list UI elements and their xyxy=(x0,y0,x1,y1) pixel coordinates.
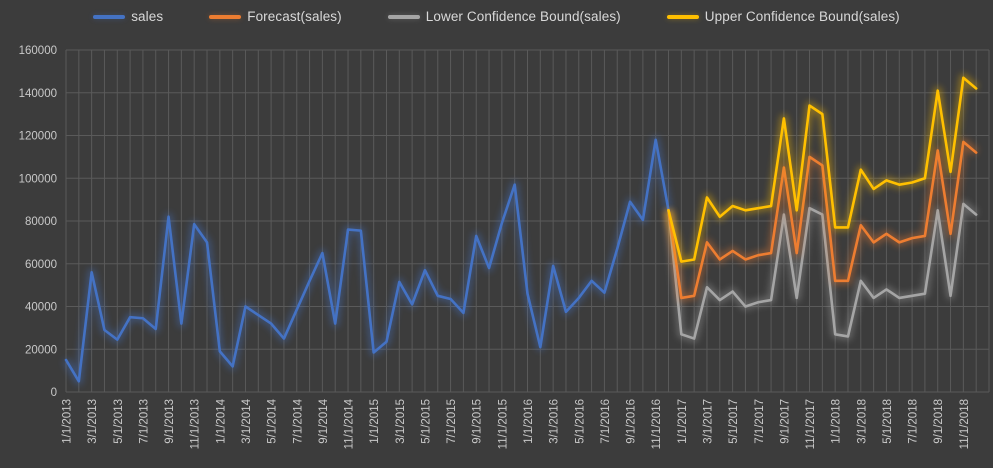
svg-text:1/1/2013: 1/1/2013 xyxy=(62,399,74,444)
svg-text:11/1/2014: 11/1/2014 xyxy=(344,398,356,449)
svg-text:7/1/2015: 7/1/2015 xyxy=(446,399,458,444)
svg-text:140000: 140000 xyxy=(19,88,57,100)
svg-text:11/1/2017: 11/1/2017 xyxy=(805,399,817,449)
legend-label-upper-confidence-bound: Upper Confidence Bound(sales) xyxy=(704,9,900,24)
svg-text:5/1/2017: 5/1/2017 xyxy=(728,399,740,444)
svg-text:9/1/2014: 9/1/2014 xyxy=(318,398,330,443)
legend-line-swatch-sales xyxy=(93,14,126,19)
svg-text:1/1/2015: 1/1/2015 xyxy=(369,399,381,444)
svg-text:5/1/2015: 5/1/2015 xyxy=(420,399,432,444)
svg-text:9/1/2015: 9/1/2015 xyxy=(472,399,484,444)
svg-text:20000: 20000 xyxy=(25,344,57,356)
svg-text:0: 0 xyxy=(51,387,57,399)
svg-text:100000: 100000 xyxy=(19,173,57,185)
legend-line-swatch-lower-confidence-bound xyxy=(387,14,420,19)
svg-text:9/1/2013: 9/1/2013 xyxy=(164,399,176,444)
svg-text:9/1/2018: 9/1/2018 xyxy=(933,399,945,444)
chart-legend: sales Forecast(sales) Lower Confidence B… xyxy=(0,9,993,24)
svg-text:9/1/2016: 9/1/2016 xyxy=(626,399,638,444)
svg-text:5/1/2013: 5/1/2013 xyxy=(113,399,125,444)
legend-item-forecast[interactable]: Forecast(sales) xyxy=(209,9,342,24)
svg-text:80000: 80000 xyxy=(25,216,57,228)
svg-text:11/1/2015: 11/1/2015 xyxy=(497,399,509,449)
svg-text:1/1/2017: 1/1/2017 xyxy=(677,399,689,444)
legend-line-swatch-upper-confidence-bound xyxy=(666,14,699,19)
svg-text:5/1/2018: 5/1/2018 xyxy=(882,399,894,444)
svg-text:11/1/2018: 11/1/2018 xyxy=(959,399,971,449)
legend-label-lower-confidence-bound: Lower Confidence Bound(sales) xyxy=(425,9,621,24)
legend-item-sales[interactable]: sales xyxy=(93,9,163,24)
svg-text:3/1/2017: 3/1/2017 xyxy=(702,399,714,444)
legend-item-lower-confidence-bound[interactable]: Lower Confidence Bound(sales) xyxy=(387,9,621,24)
svg-text:9/1/2017: 9/1/2017 xyxy=(779,399,791,444)
svg-text:5/1/2016: 5/1/2016 xyxy=(574,399,586,444)
svg-text:1/1/2016: 1/1/2016 xyxy=(523,399,535,444)
svg-text:7/1/2013: 7/1/2013 xyxy=(138,399,150,444)
legend-line-swatch-forecast xyxy=(209,14,242,19)
svg-text:3/1/2018: 3/1/2018 xyxy=(856,399,868,444)
svg-text:11/1/2013: 11/1/2013 xyxy=(190,399,202,449)
svg-text:40000: 40000 xyxy=(25,302,57,314)
svg-text:120000: 120000 xyxy=(19,131,57,143)
svg-text:7/1/2014: 7/1/2014 xyxy=(292,398,304,443)
svg-text:160000: 160000 xyxy=(19,45,57,57)
legend-label-forecast: Forecast(sales) xyxy=(247,9,342,24)
svg-text:7/1/2017: 7/1/2017 xyxy=(754,399,766,444)
legend-item-upper-confidence-bound[interactable]: Upper Confidence Bound(sales) xyxy=(666,9,900,24)
svg-text:3/1/2016: 3/1/2016 xyxy=(549,399,561,444)
svg-text:3/1/2014: 3/1/2014 xyxy=(241,398,253,443)
svg-text:7/1/2016: 7/1/2016 xyxy=(600,399,612,444)
legend-label-sales: sales xyxy=(131,9,164,24)
svg-text:3/1/2015: 3/1/2015 xyxy=(395,399,407,444)
svg-text:1/1/2018: 1/1/2018 xyxy=(831,399,843,444)
svg-text:7/1/2018: 7/1/2018 xyxy=(908,399,920,444)
svg-text:3/1/2013: 3/1/2013 xyxy=(87,399,99,444)
svg-text:11/1/2016: 11/1/2016 xyxy=(651,399,663,449)
svg-text:60000: 60000 xyxy=(25,259,57,271)
svg-text:5/1/2014: 5/1/2014 xyxy=(267,398,279,443)
svg-text:1/1/2014: 1/1/2014 xyxy=(215,398,227,443)
